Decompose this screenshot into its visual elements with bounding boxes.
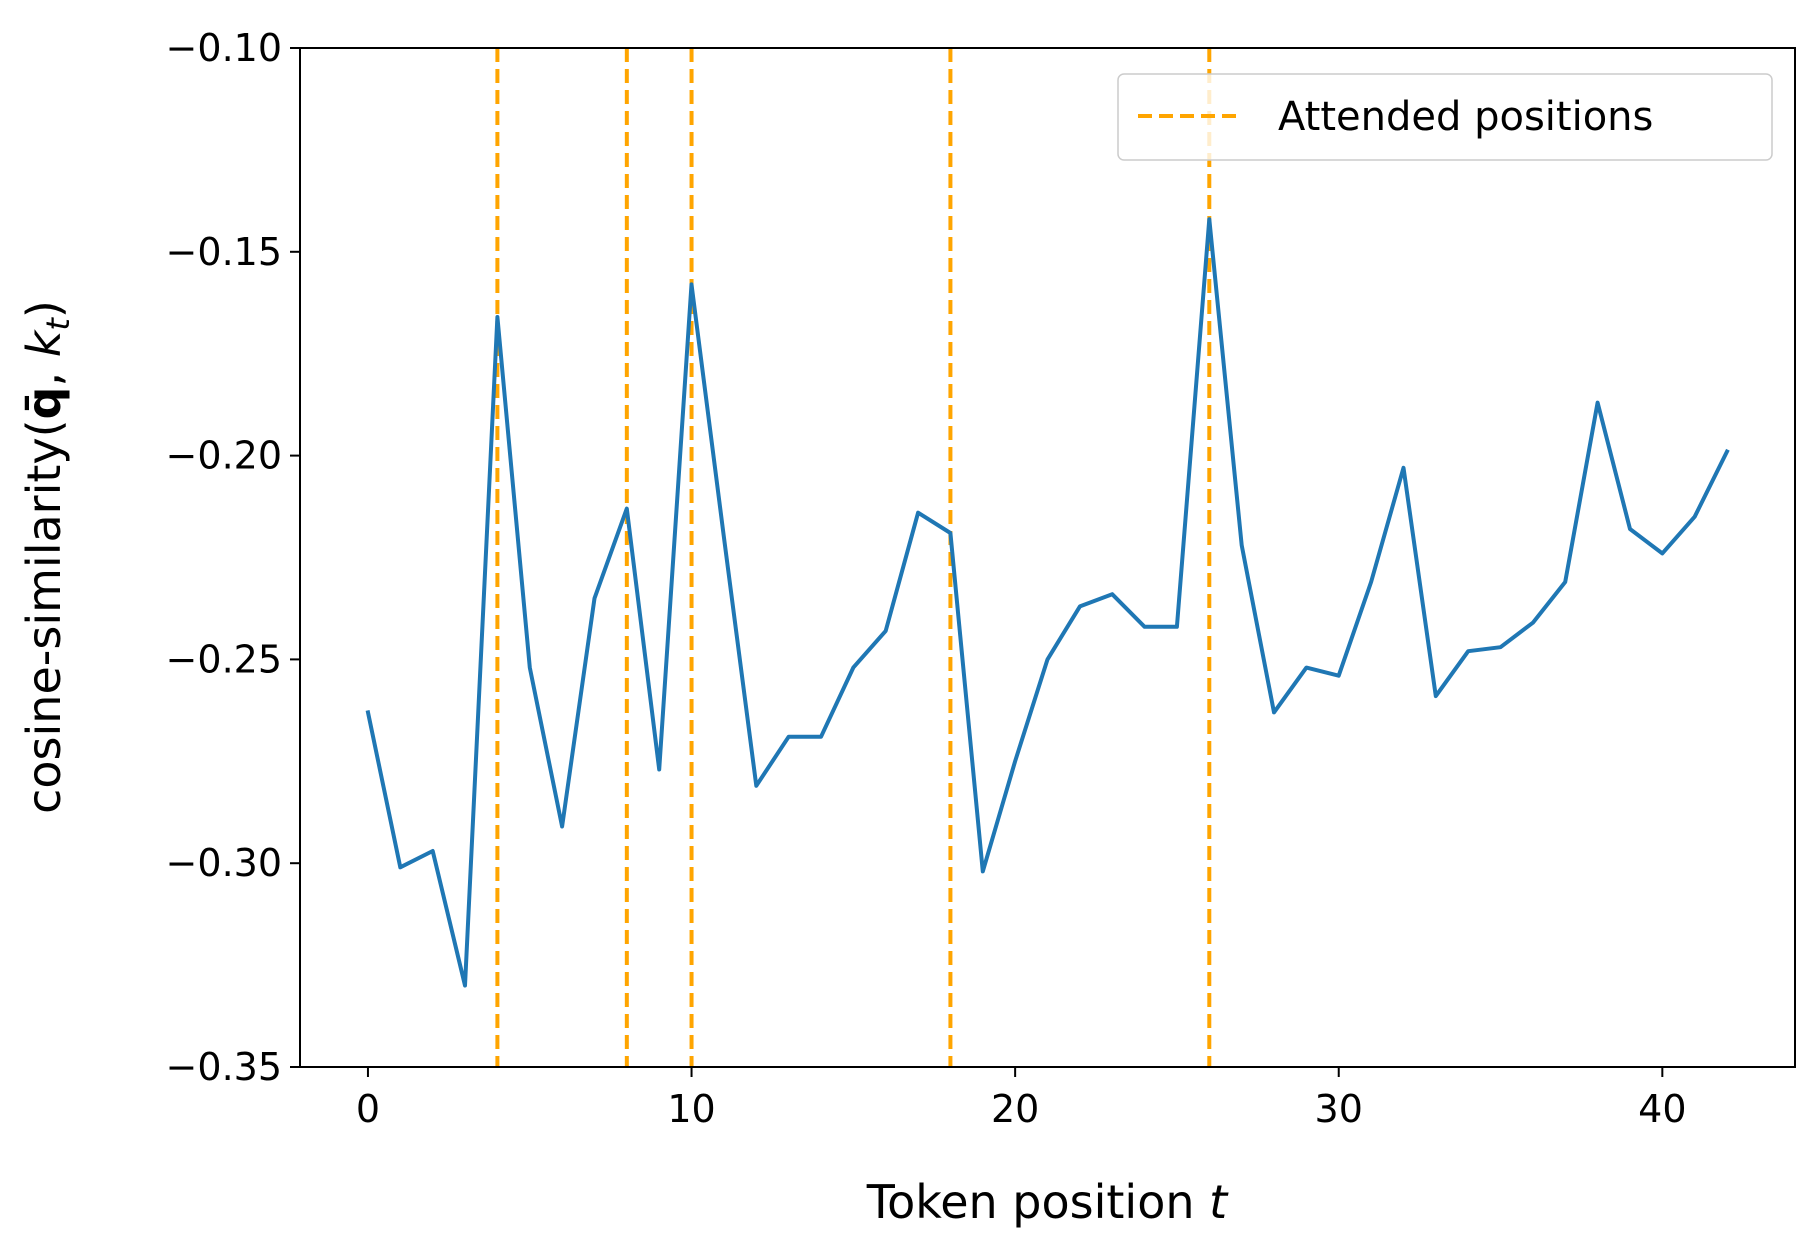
series-line (365, 217, 1730, 988)
y-tick-label: −0.10 (166, 26, 282, 70)
y-tick-label: −0.35 (166, 1045, 282, 1089)
legend: Attended positions (1117, 73, 1773, 161)
x-tick-label: 40 (1638, 1087, 1686, 1131)
plot-frame (299, 47, 1796, 1068)
series-layer (365, 217, 1730, 988)
y-axis-label: cosine-similarity(q̄, kt) (17, 300, 77, 814)
x-axis-label: Token position t (866, 1175, 1229, 1229)
y-tick-label: −0.25 (166, 637, 282, 681)
attended-position-lines (495, 48, 1212, 1067)
x-axis-ticks: 0 10 20 30 40 (356, 1067, 1687, 1131)
y-tick-label: −0.30 (166, 841, 282, 885)
y-axis-ticks: −0.35 −0.30 −0.25 −0.20 −0.15 −0.10 (166, 26, 300, 1089)
x-tick-label: 10 (667, 1087, 715, 1131)
legend-box (1117, 73, 1773, 161)
x-tick-label: 30 (1315, 1087, 1363, 1131)
y-tick-label: −0.15 (166, 230, 282, 274)
plot-background (300, 48, 1795, 1067)
x-tick-label: 0 (356, 1087, 380, 1131)
x-tick-label: 20 (991, 1087, 1039, 1131)
y-tick-label: −0.20 (166, 434, 282, 478)
legend-label-attended-positions: Attended positions (1278, 94, 1653, 140)
